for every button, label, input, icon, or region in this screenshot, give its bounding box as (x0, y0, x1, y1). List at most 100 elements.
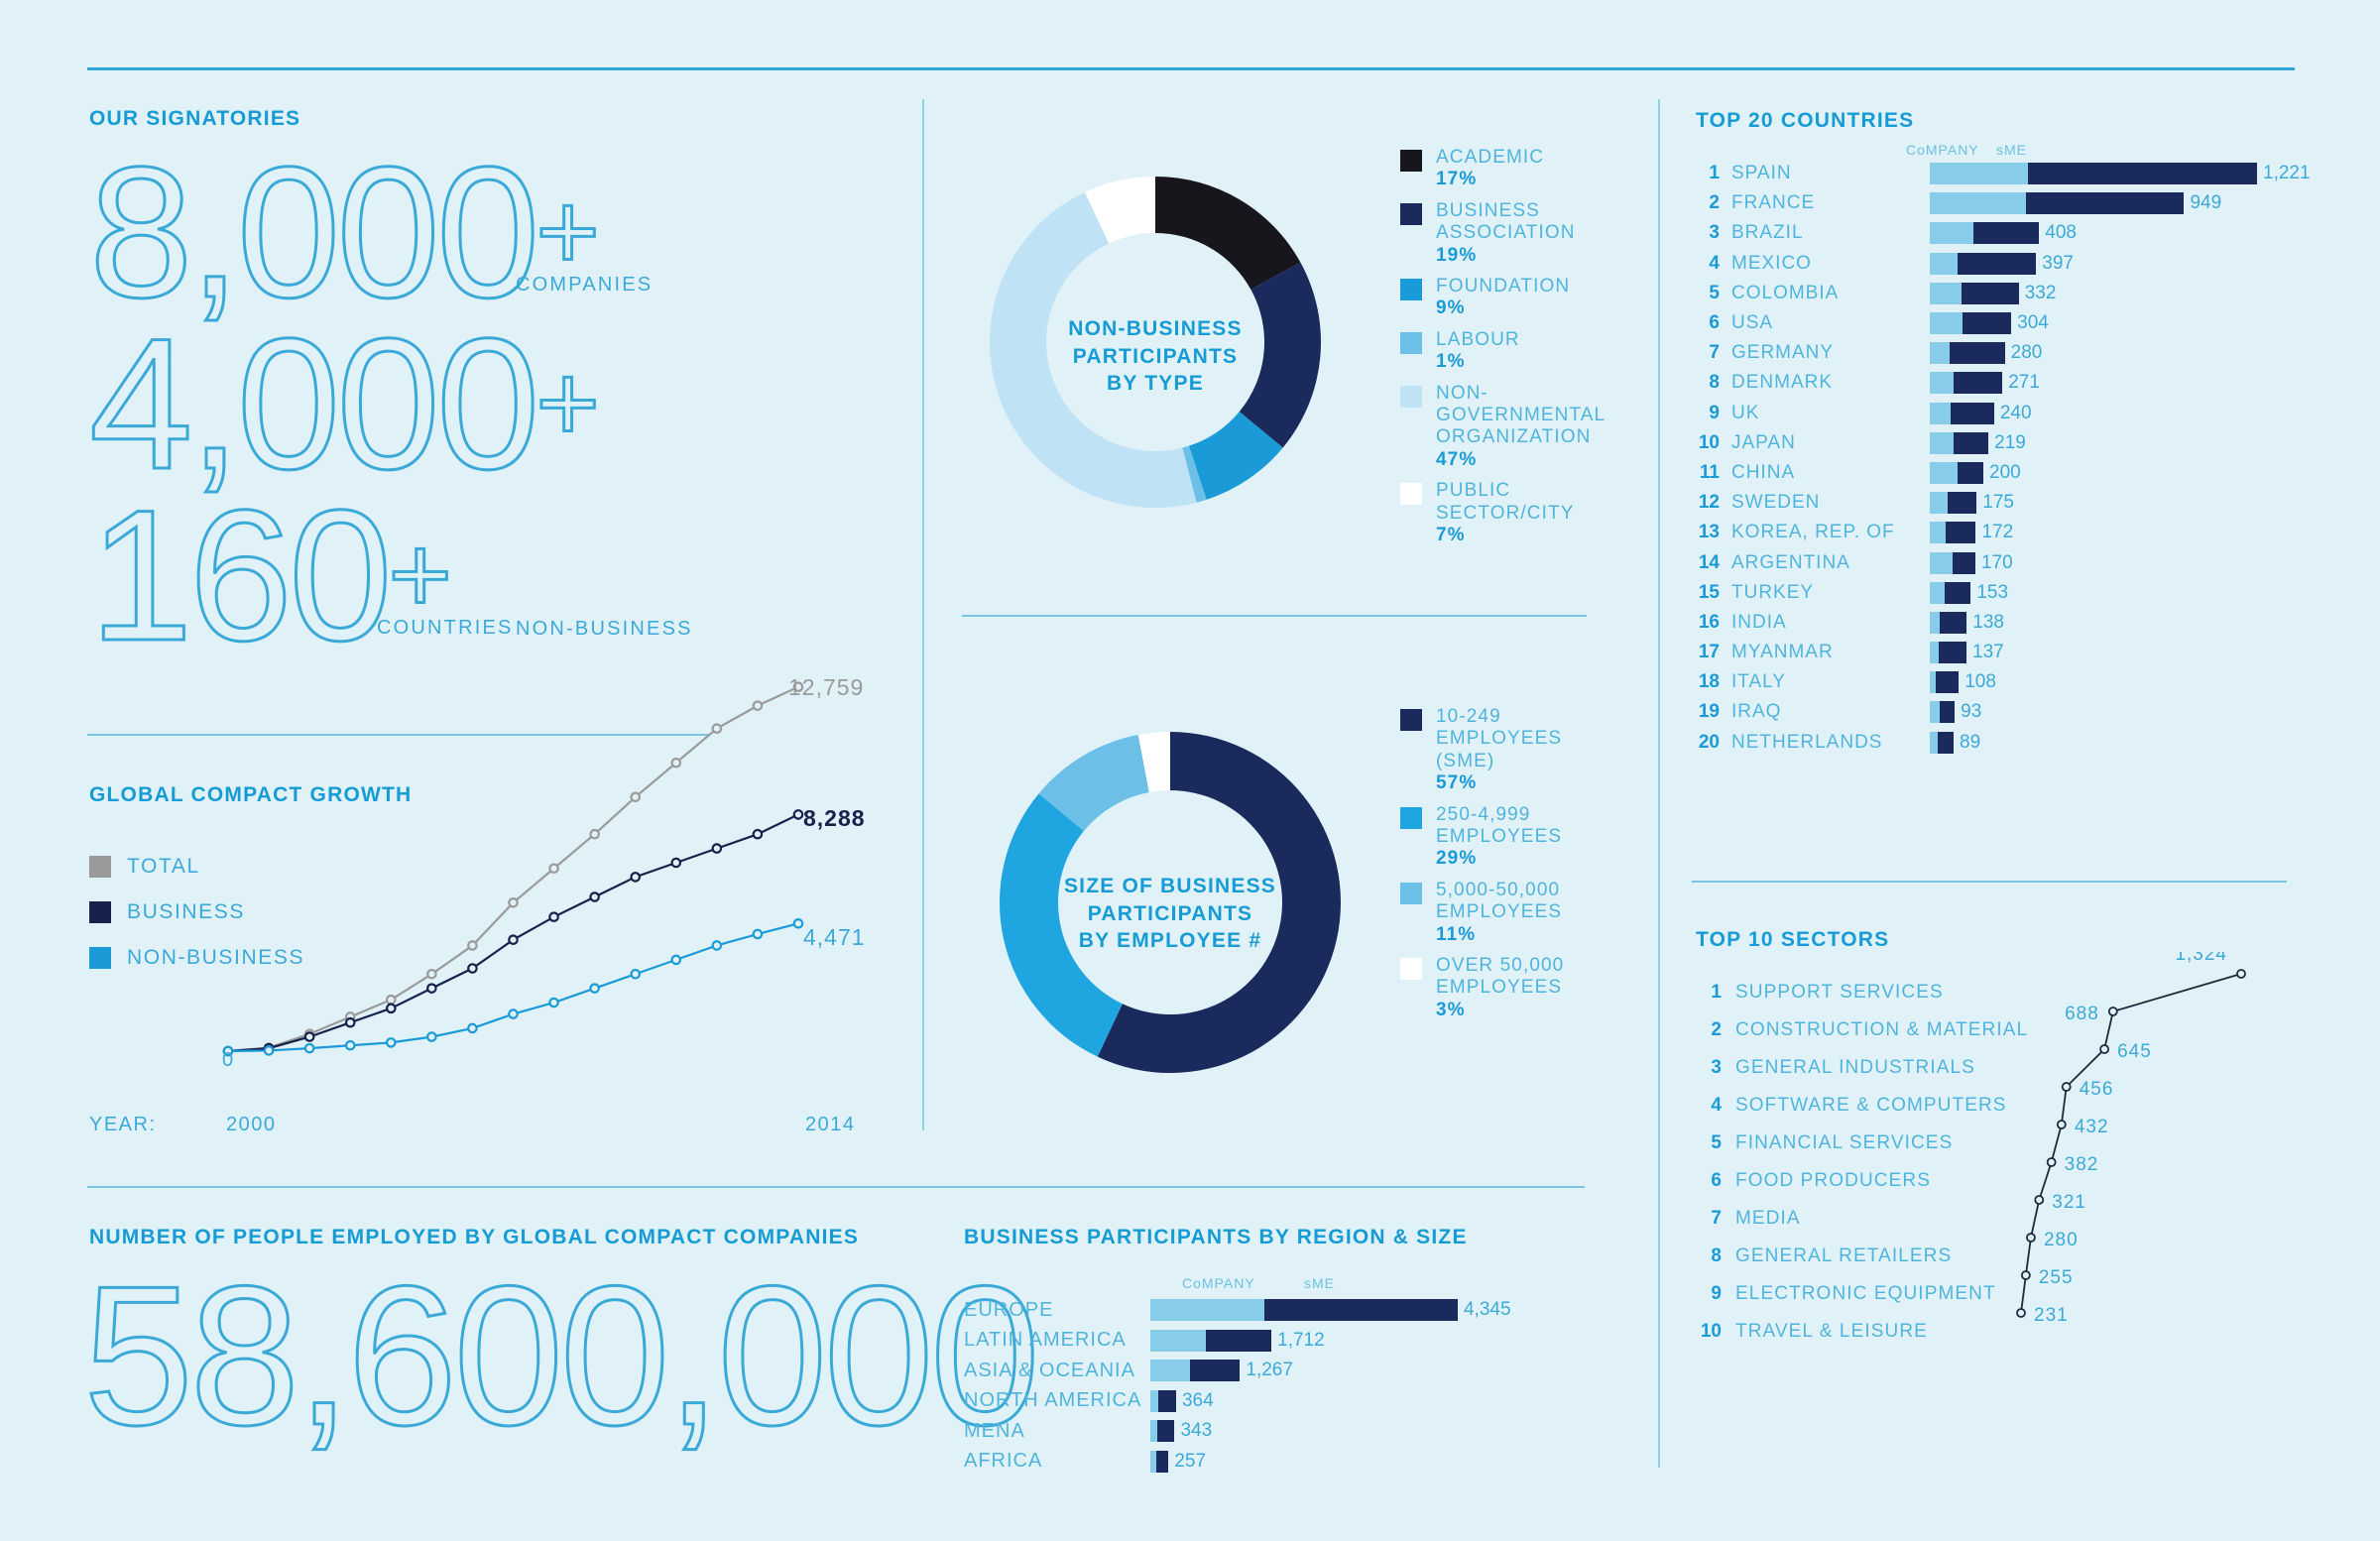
country-bar-company (1930, 492, 1948, 515)
legend-pct-public-sector: 7% (1436, 525, 1466, 546)
legend-label-public-sector: PUBLIC SECTOR/CITY (1436, 480, 1575, 524)
country-name: SWEDEN (1731, 492, 1821, 514)
size-center-line-2: PARTICIPANTS (1087, 901, 1253, 925)
sector-rank: 8 (1711, 1245, 1722, 1266)
growth-zero-label: 0 (222, 1049, 235, 1071)
sector-point (2026, 1233, 2036, 1243)
growth-point (792, 917, 804, 929)
region-bar-company (1150, 1360, 1190, 1382)
country-bar: 240 (1930, 402, 2032, 424)
country-bar-company (1930, 671, 1936, 694)
country-value: 89 (1960, 731, 1981, 753)
country-value: 397 (2042, 252, 2074, 274)
sector-rank: 4 (1711, 1095, 1722, 1116)
country-row: 20 NETHERLANDS 89 (1686, 728, 2311, 758)
legend-swatch-ngo (1400, 385, 1422, 408)
country-row: 14 ARGENTINA 170 (1686, 547, 2311, 577)
country-bar-sme (1962, 282, 2019, 304)
sector-name: SOFTWARE & COMPUTERS (1735, 1095, 2007, 1116)
country-rank: 16 (1698, 611, 1720, 633)
growth-legend-item-total: TOTAL (89, 855, 304, 879)
legend-swatch-5000-50000 (1400, 882, 1422, 904)
country-bar-sme (1957, 252, 2037, 275)
legend-label-5000-50000: 5,000-50,000 EMPLOYEES (1436, 879, 1563, 923)
legend-swatch-business (89, 901, 111, 923)
sector-row: 4 SOFTWARE & COMPUTERS (1692, 1087, 2028, 1125)
legend-item-labour: LABOUR 1% (1400, 329, 1599, 374)
sector-value: 321 (2052, 1192, 2086, 1213)
country-value: 93 (1961, 701, 1982, 723)
sector-name: SUPPORT SERVICES (1735, 982, 1944, 1003)
country-bar: 200 (1930, 461, 2021, 484)
region-bar-company (1150, 1389, 1158, 1412)
legend-label-business-association: BUSINESS ASSOCIATION (1436, 199, 1576, 244)
country-row: 13 KOREA, REP. OF 172 (1686, 518, 2311, 547)
legend-swatch-250-4999 (1400, 806, 1422, 829)
sector-value: 382 (2065, 1154, 2099, 1175)
country-rank: 13 (1698, 522, 1720, 543)
region-value: 257 (1174, 1450, 1207, 1472)
country-name: NETHERLANDS (1731, 731, 1883, 753)
sector-value: 456 (2080, 1079, 2114, 1100)
country-bar-sme (1951, 402, 1994, 424)
legend-item-5000-50000: 5,000-50,000 EMPLOYEES 11% (1400, 880, 1599, 946)
country-name: TURKEY (1731, 581, 1815, 603)
growth-point (630, 872, 642, 883)
sectors-divider (1692, 881, 2287, 883)
country-bar: 137 (1930, 642, 2004, 664)
stat-companies-plus: + (535, 171, 601, 293)
country-rank: 19 (1698, 701, 1720, 723)
country-row: 19 IRAQ 93 (1686, 697, 2311, 727)
region-bar-sme (1263, 1299, 1458, 1322)
legend-pct-sme: 57% (1436, 772, 1478, 794)
country-bar-sme (1945, 581, 1971, 604)
country-bar-sme (1953, 431, 1989, 454)
legend-label-sme: 10-249 EMPLOYEES (SME) (1436, 706, 1563, 771)
sector-point (2020, 1270, 2031, 1280)
growth-point (589, 828, 600, 840)
nonbusiness-donut-center-label: NON-BUSINESS PARTICIPANTS BY TYPE (1002, 315, 1309, 398)
legend-swatch-foundation (1400, 279, 1422, 301)
donut-slice-academic (1155, 177, 1301, 291)
growth-legend: TOTAL BUSINESS NON-BUSINESS (89, 855, 304, 992)
region-bar: 364 (1150, 1389, 1214, 1412)
country-bar-company (1930, 372, 1955, 395)
sector-name: ELECTRONIC EQUIPMENT (1735, 1283, 1996, 1304)
region-bar-company (1150, 1299, 1264, 1322)
region-value: 1,712 (1277, 1329, 1325, 1351)
size-donut-legend: 10-249 EMPLOYEES (SME) 57% 250-4,999 EMP… (1400, 706, 1599, 1030)
country-row: 10 JAPAN 219 (1686, 428, 2311, 458)
country-name: JAPAN (1731, 431, 1796, 453)
country-value: 1,221 (2263, 163, 2311, 184)
employed-title: NUMBER OF PEOPLE EMPLOYED BY GLOBAL COMP… (89, 1226, 860, 1248)
country-rank: 20 (1698, 731, 1720, 753)
country-value: 408 (2045, 222, 2077, 244)
stat-nonbusiness-value: 4,000 (87, 299, 540, 508)
country-name: DENMARK (1731, 372, 1834, 394)
country-row: 9 UK 240 (1686, 399, 2311, 428)
legend-label-academic: ACADEMIC (1436, 147, 1545, 168)
country-bar: 304 (1930, 312, 2049, 335)
country-row: 18 ITALY 108 (1686, 667, 2311, 697)
growth-point (792, 809, 804, 820)
legend-pct-5000-50000: 11% (1436, 923, 1477, 945)
stat-nonbusiness: 4,000+ NON-BUSINESS (87, 309, 690, 641)
legend-label-over-50000: OVER 50,000 EMPLOYEES (1436, 955, 1565, 999)
employed-value: 58,600,000 (82, 1245, 1042, 1467)
legend-swatch-academic (1400, 150, 1422, 172)
growth-line-total (227, 685, 799, 1053)
country-bar: 170 (1930, 551, 2013, 574)
regions-col-sme: sME (1304, 1275, 1335, 1291)
country-rank: 14 (1698, 551, 1720, 573)
sector-value: 231 (2034, 1305, 2069, 1326)
growth-title: GLOBAL COMPACT GROWTH (89, 783, 413, 806)
country-bar-company (1930, 522, 1946, 544)
region-name: EUROPE (964, 1298, 1054, 1321)
legend-swatch-sme (1400, 709, 1422, 731)
growth-end-label-nonbusiness: 4,471 (803, 924, 866, 950)
growth-point (467, 940, 478, 951)
region-bar-company (1150, 1420, 1158, 1443)
sector-point (2056, 1120, 2067, 1129)
sector-point (2107, 1007, 2118, 1016)
